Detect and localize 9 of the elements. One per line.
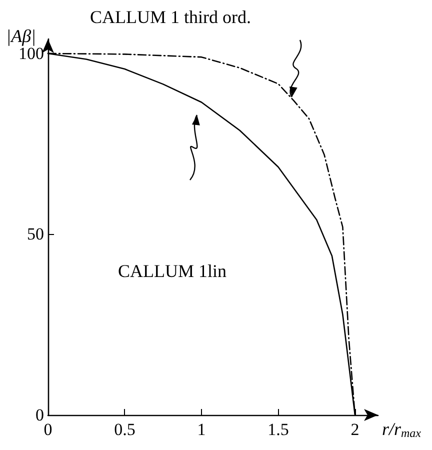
y-tick-label: 50 — [27, 224, 44, 244]
x-tick-label: 1.5 — [268, 420, 289, 439]
x-tick-label: 0.5 — [114, 420, 136, 439]
x-tick-label: 2 — [350, 420, 360, 439]
x-tick-label: 1 — [197, 420, 206, 439]
annotation: CALLUM 1lin — [118, 261, 227, 281]
text: CALLUM 1 third ord. — [90, 7, 251, 27]
y-axis-title: |Aβ| — [6, 26, 36, 46]
y-tick-label: 0 — [36, 406, 44, 424]
